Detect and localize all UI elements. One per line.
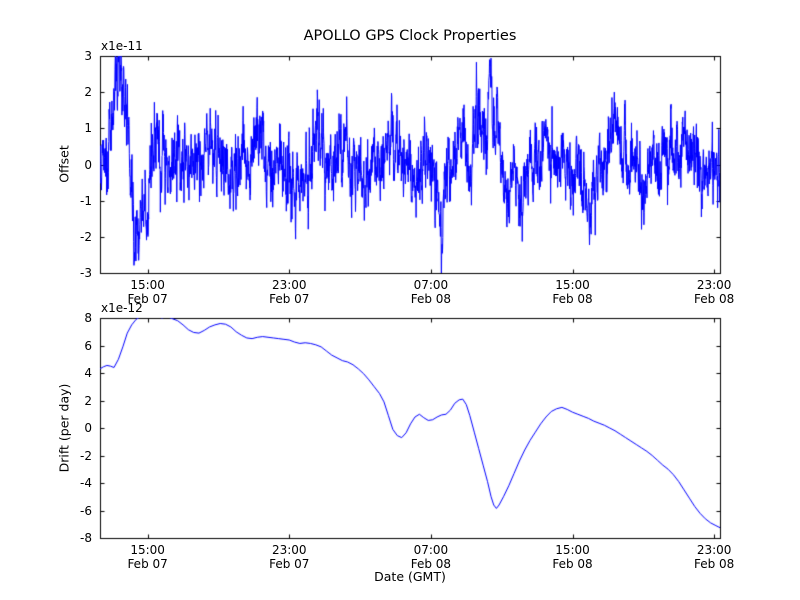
x-tick-label: 07:00 Feb 08 <box>410 543 452 571</box>
y-tick-label: 4 <box>84 366 92 380</box>
y-tick-label: 3 <box>84 49 92 63</box>
y-tick-label: -6 <box>80 503 92 518</box>
y-tick-label: 8 <box>84 311 92 325</box>
x-tick-label: 23:00 Feb 08 <box>693 543 735 571</box>
y-tick-label: -2 <box>80 448 92 463</box>
y-tick-label: 0 <box>84 421 92 435</box>
y-scale-label-offset: x1e-11 <box>101 39 143 53</box>
y-tick-label: 6 <box>84 338 92 353</box>
y-tick-label: -2 <box>80 229 92 244</box>
figure-title: APOLLO GPS Clock Properties <box>303 28 517 44</box>
y-tick-label: 0 <box>84 157 92 172</box>
y-tick-label: -3 <box>80 266 92 280</box>
x-tick-label: 23:00 Feb 07 <box>269 543 310 571</box>
y-tick-label: -4 <box>80 476 92 490</box>
y-tick-label: 2 <box>84 393 92 408</box>
y-tick-label: 2 <box>84 85 92 100</box>
y-tick-label: -8 <box>80 531 92 545</box>
x-tick-label: 15:00 Feb 07 <box>127 543 168 571</box>
x-tick-label: 23:00 Feb 08 <box>693 278 735 306</box>
x-tick-label: 15:00 Feb 08 <box>552 543 593 571</box>
x-tick-label: 07:00 Feb 08 <box>410 278 452 306</box>
x-tick-label: 15:00 Feb 08 <box>552 278 593 306</box>
x-tick-label: 15:00 Feb 07 <box>127 278 168 306</box>
y-scale-label-drift: x1e-12 <box>101 301 143 315</box>
x-tick-label: 23:00 Feb 07 <box>269 278 310 306</box>
y-tick-label: 1 <box>84 121 92 136</box>
y-tick-label: -1 <box>80 193 92 208</box>
x-axis-label: Date (GMT) <box>374 569 446 584</box>
